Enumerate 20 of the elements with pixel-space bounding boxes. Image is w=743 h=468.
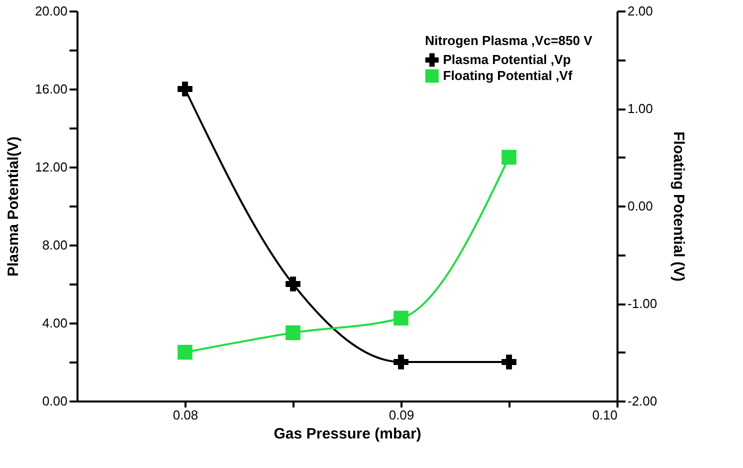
y2-tick-label: 1.00 (628, 101, 653, 116)
y2-tick-label: -1.00 (628, 296, 658, 311)
y2-axis-title: Floating Potential (V) (670, 132, 688, 282)
y2-tick-label: -2.00 (628, 394, 658, 408)
x-axis-title: Gas Pressure (mbar) (274, 426, 422, 442)
legend-label: Plasma Potential ,Vp (443, 52, 571, 67)
y-tick-label: 0.00 (42, 394, 68, 408)
legend-label: Floating Potential ,Vf (443, 68, 573, 83)
x-tick-label: 0.08 (172, 408, 198, 422)
legend-title: Nitrogen Plasma ,Vc=850 V (425, 33, 593, 48)
y-axis-title: Plasma Potential(V) (4, 136, 22, 277)
y-tick-label: 20.00 (34, 4, 68, 18)
y2-tick-label: 2.00 (628, 4, 653, 18)
y-tick-label: 12.00 (34, 160, 68, 174)
x-tick-label: 0.10 (592, 408, 618, 422)
y-tick-label: 16.00 (34, 82, 68, 96)
y2-tick-label: 0.00 (628, 198, 653, 214)
y-tick-label: 4.00 (42, 316, 68, 330)
y-tick-label: 8.00 (42, 238, 68, 252)
x-tick-label: 0.09 (388, 408, 414, 422)
